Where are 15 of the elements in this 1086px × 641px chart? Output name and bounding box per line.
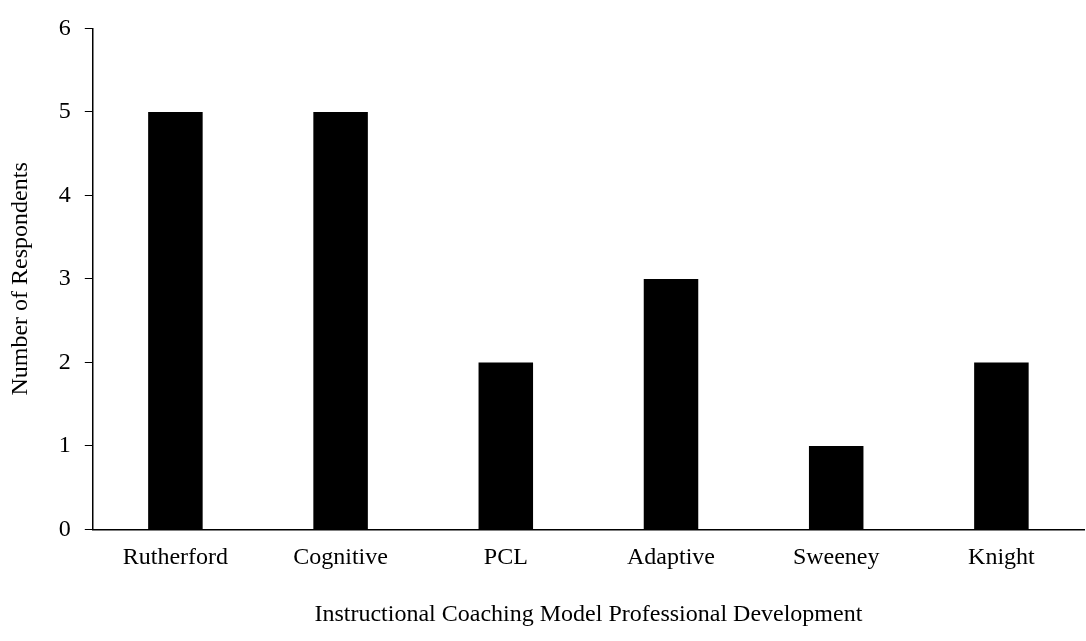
x-tick-label: PCL (483, 543, 528, 570)
y-tick-label: 3 (58, 264, 71, 291)
x-tick-label: Knight (968, 543, 1036, 570)
x-tick-label: Rutherford (122, 543, 229, 570)
y-tick-label: 4 (58, 180, 71, 207)
y-tick-label: 6 (58, 13, 71, 40)
y-axis-title: Number of Respondents (5, 162, 32, 396)
y-tick-label: 0 (58, 514, 71, 541)
x-tick-label: Sweeney (792, 543, 880, 570)
y-tick-label: 2 (58, 347, 71, 374)
x-tick-label: Cognitive (293, 543, 388, 570)
y-tick-label: 1 (58, 431, 71, 458)
x-tick-label: Adaptive (627, 543, 715, 570)
y-tick-label: 5 (58, 97, 71, 124)
x-axis-title: Instructional Coaching Model Professional Development (314, 599, 863, 626)
